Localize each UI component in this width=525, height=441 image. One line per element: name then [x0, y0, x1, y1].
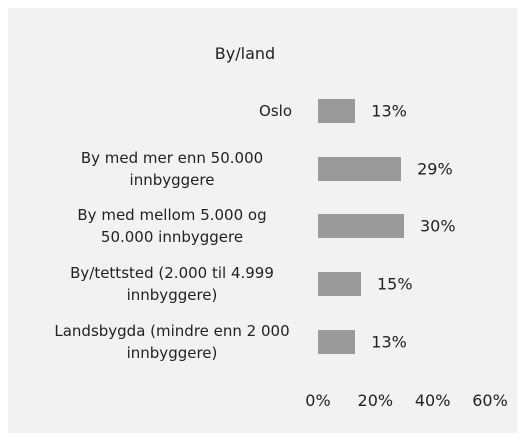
bar [318, 156, 402, 181]
y-tick-label: Oslo [259, 102, 292, 120]
data-label: 15% [377, 274, 413, 294]
chart-panel: By/land 0% 20% 40% 60% Oslo 13% By med mer enn… [8, 8, 517, 433]
bar [318, 214, 404, 239]
data-label: 13% [371, 332, 407, 352]
x-tick-label: 0% [305, 391, 331, 410]
bar [318, 329, 356, 354]
data-label: 29% [417, 159, 453, 179]
y-tick-label: By med mellom 5.000 og 50.000 innbyggere [77, 206, 267, 247]
chart-title: By/land [214, 44, 276, 63]
y-tick-label: By/tettsted (2.000 til 4.999 innbyggere) [70, 264, 274, 305]
bar [318, 99, 356, 123]
data-label: 30% [420, 216, 456, 236]
bar [318, 272, 361, 297]
x-tick-label: 60% [472, 391, 508, 410]
y-tick-label: By med mer enn 50.000 innbyggere [80, 148, 264, 189]
data-label: 13% [371, 101, 407, 121]
x-tick-label: 40% [414, 391, 451, 410]
y-tick-label: Landsbygda (mindre enn 2 000 innbyggere) [54, 321, 290, 362]
x-tick-label: 20% [357, 391, 394, 410]
